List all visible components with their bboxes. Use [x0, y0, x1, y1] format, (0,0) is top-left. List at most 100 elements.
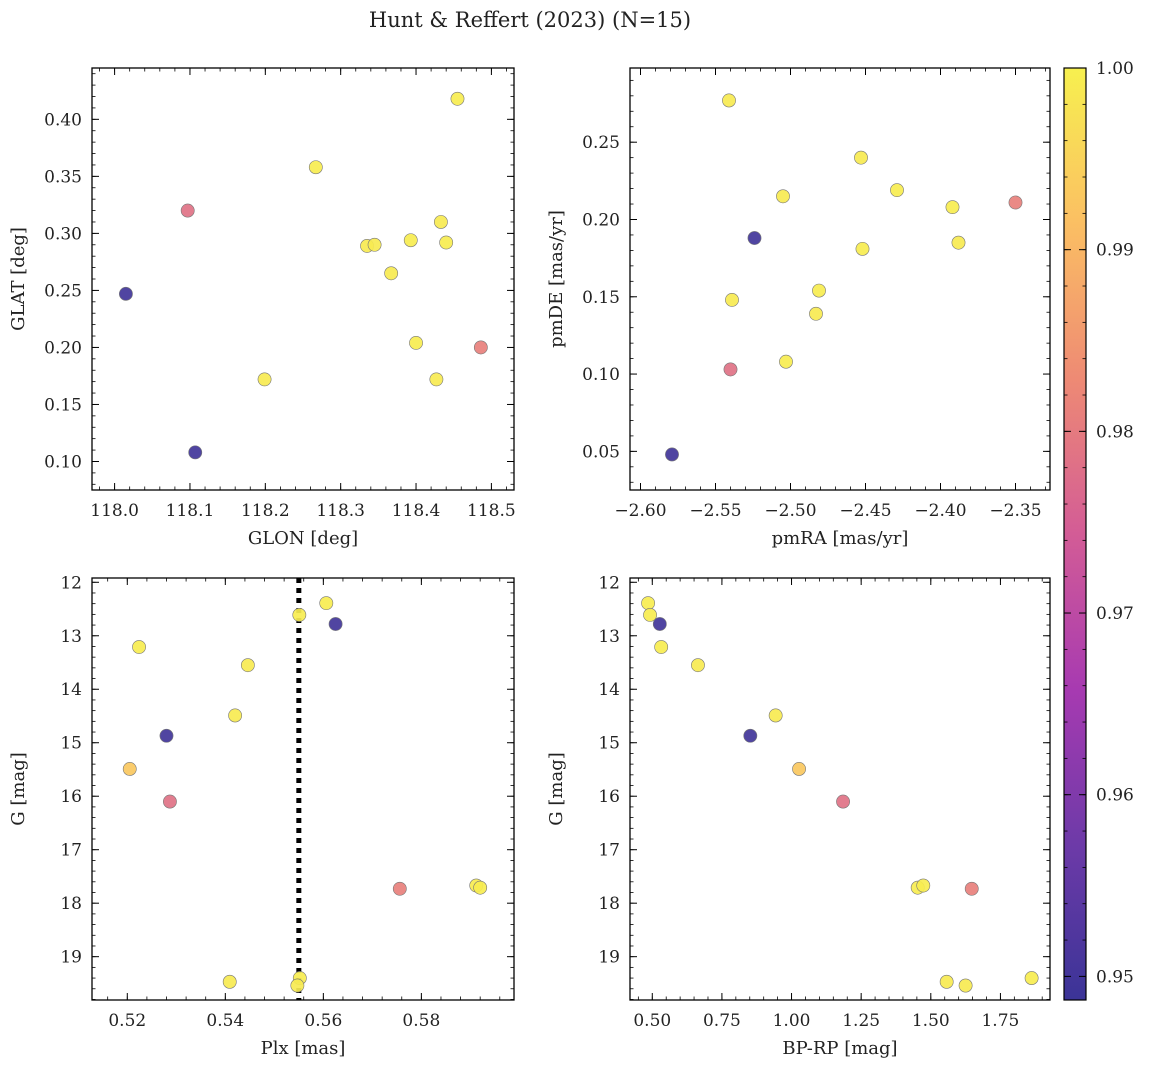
point-9 — [384, 266, 399, 281]
point-5 — [292, 608, 307, 622]
point-4 — [319, 596, 334, 611]
point-8 — [809, 306, 823, 321]
point-2 — [723, 362, 738, 377]
y-tick-label: 14 — [60, 680, 82, 700]
y-axis-label: pmDE [mas/yr] — [546, 210, 567, 348]
point-13 — [434, 215, 448, 229]
point-14 — [951, 235, 966, 250]
x-tick-label: 1.50 — [912, 1011, 950, 1031]
y-tick-label: 0.20 — [582, 210, 620, 230]
x-tick-label: −2.35 — [989, 501, 1041, 521]
point-7 — [691, 658, 705, 673]
point-2 — [163, 794, 177, 809]
point-7 — [779, 354, 793, 369]
point-3 — [392, 881, 407, 896]
point-14 — [439, 235, 454, 250]
y-tick-label: 0.20 — [44, 338, 82, 358]
point-14 — [1024, 971, 1039, 985]
point-8 — [228, 708, 243, 723]
colorbar-tick-label: 0.97 — [1096, 604, 1134, 624]
x-tick-label: 1.00 — [773, 1011, 811, 1031]
x-tick-label: −2.55 — [689, 501, 741, 521]
point-5 — [308, 160, 323, 175]
point-0 — [665, 447, 679, 462]
y-tick-label: 0.15 — [582, 288, 620, 308]
x-tick-label: 118.0 — [90, 501, 139, 521]
x-tick-label: −2.40 — [914, 501, 966, 521]
x-tick-label: −2.45 — [839, 501, 891, 521]
point-2 — [836, 794, 850, 809]
x-tick-label: 0.58 — [402, 1011, 440, 1031]
point-8 — [367, 237, 382, 252]
y-tick-label: 16 — [60, 787, 82, 807]
x-tick-label: 0.56 — [304, 1011, 342, 1031]
point-9 — [792, 762, 806, 776]
point-11 — [473, 880, 488, 895]
y-tick-label: 16 — [598, 787, 620, 807]
axes-frame — [629, 67, 1051, 491]
point-2 — [180, 203, 195, 218]
point-1 — [159, 728, 174, 743]
y-tick-label: 0.35 — [44, 167, 82, 187]
point-8 — [768, 708, 783, 723]
point-4 — [641, 596, 656, 611]
panel-pmra-pmde: −2.60 −2.55 −2.50 −2.45 −2.40 −2.35 0.05 0.10 0.… — [546, 67, 1051, 549]
scatter-points — [641, 596, 1039, 993]
y-tick-label: 12 — [598, 573, 620, 593]
y-tick-label: 14 — [598, 680, 620, 700]
panel-plx-g: 0.52 0.54 0.56 0.58 12 13 14 15 16 17 18 19 Plx [mas… — [8, 573, 515, 1059]
point-11 — [409, 335, 423, 350]
y-tick-label: 17 — [60, 841, 82, 861]
point-3 — [964, 881, 979, 896]
x-tick-label: −2.50 — [764, 501, 816, 521]
axes-frame — [91, 577, 515, 1001]
x-tick-label: 0.50 — [633, 1011, 671, 1031]
point-6 — [257, 372, 272, 387]
scatter-points — [119, 91, 488, 460]
x-tick-label: 1.75 — [981, 1011, 1019, 1031]
x-tick-label: 118.3 — [316, 501, 365, 521]
point-1 — [188, 445, 203, 460]
y-tick-label: 15 — [60, 734, 82, 754]
point-4 — [450, 91, 465, 106]
x-tick-label: 118.5 — [467, 501, 516, 521]
point-3 — [1008, 195, 1023, 210]
y-tick-label: 0.10 — [44, 452, 82, 472]
y-tick-label: 19 — [60, 948, 82, 968]
point-5 — [725, 292, 739, 307]
y-tick-label: 15 — [598, 734, 620, 754]
point-12 — [222, 974, 237, 989]
y-tick-label: 18 — [598, 894, 620, 914]
x-tick-label: 1.25 — [842, 1011, 880, 1031]
panel-glon-glat: 118.0 118.1 118.2 118.3 118.4 118.5 0.10 0.15 0.… — [8, 67, 516, 549]
point-1 — [743, 728, 758, 743]
point-4 — [722, 93, 736, 108]
y-tick-label: 0.25 — [44, 281, 82, 301]
y-axis-label: G [mag] — [546, 752, 567, 825]
y-tick-label: 17 — [598, 841, 620, 861]
y-tick-label: 0.05 — [582, 442, 620, 462]
colorbar-tick-label: 0.96 — [1096, 786, 1134, 806]
point-3 — [473, 340, 488, 355]
point-1 — [747, 231, 762, 245]
point-11 — [855, 241, 870, 256]
colorbar-tick-label: 0.99 — [1096, 241, 1134, 261]
x-tick-label: 0.75 — [703, 1011, 741, 1031]
point-12 — [939, 974, 954, 989]
point-13 — [945, 200, 960, 215]
x-axis-label: Plx [mas] — [261, 1038, 346, 1059]
y-tick-label: 0.25 — [582, 133, 620, 153]
y-tick-label: 0.10 — [582, 365, 620, 385]
point-9 — [122, 762, 137, 776]
x-tick-label: −2.60 — [614, 501, 666, 521]
point-10 — [403, 233, 418, 248]
point-13 — [958, 978, 973, 993]
colorbar-tick-label: 1.00 — [1096, 59, 1134, 79]
point-10 — [854, 150, 868, 165]
point-6 — [654, 640, 669, 654]
panel-bprp-g: 0.50 0.75 1.00 1.25 1.50 1.75 12 13 14 15 16 17 18 19… — [546, 573, 1051, 1059]
y-tick-label: 18 — [60, 894, 82, 914]
y-axis-label: G [mag] — [8, 752, 29, 825]
point-6 — [776, 189, 790, 204]
